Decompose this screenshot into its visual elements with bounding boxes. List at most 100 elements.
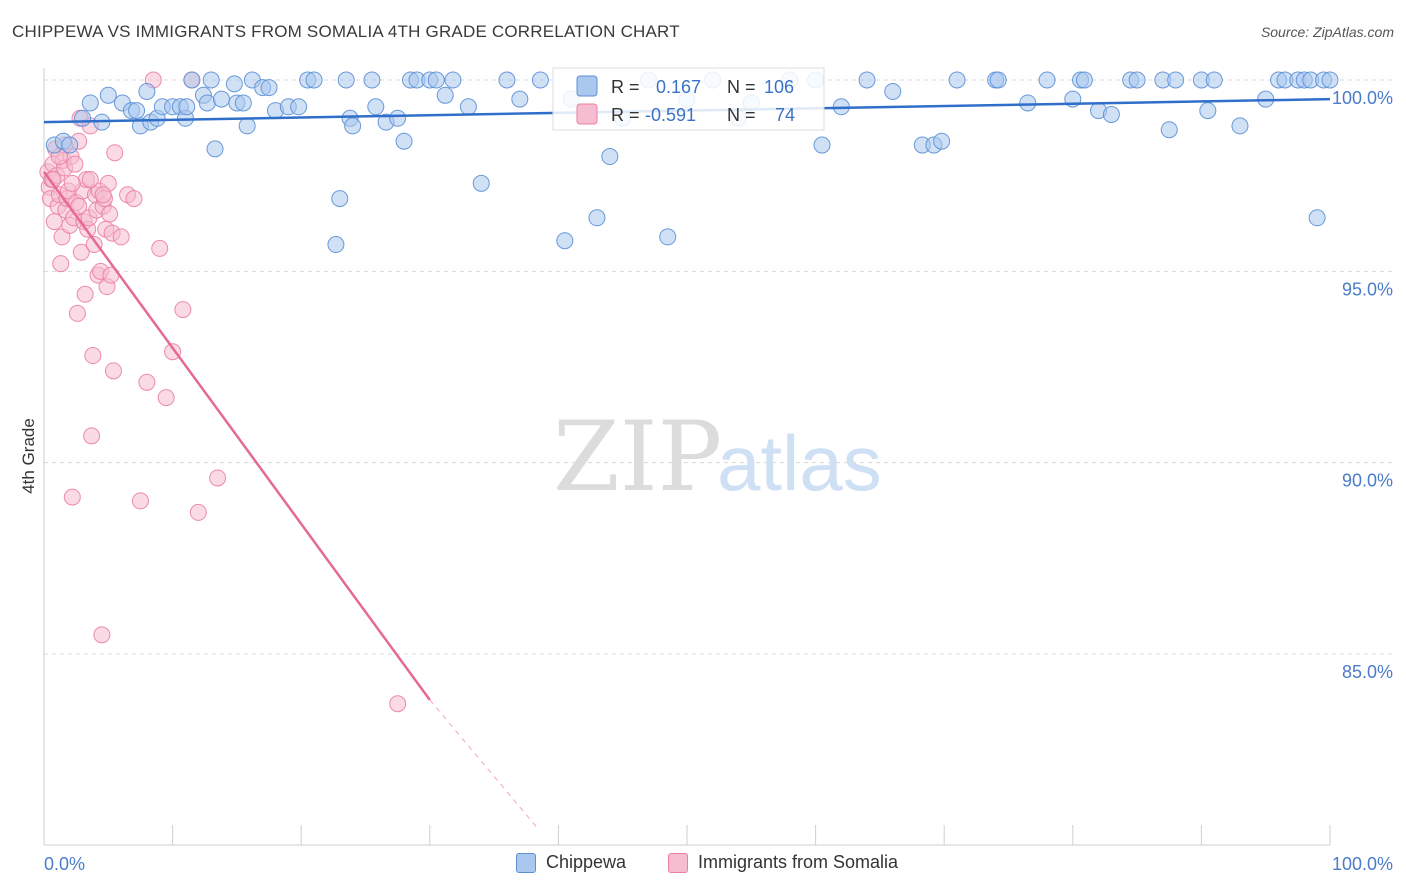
chippewa-points: [45, 71, 1339, 254]
chippewa-point: [459, 98, 477, 116]
legend-swatch-chippewa: [576, 75, 598, 97]
chippewa-point: [389, 109, 407, 127]
somalia-point: [164, 343, 182, 361]
chippewa-point: [436, 86, 454, 104]
somalia-point: [131, 492, 149, 510]
somalia-point: [84, 347, 102, 365]
legend-item-somalia[interactable]: Immigrants from Somalia: [668, 852, 898, 873]
chippewa-point: [588, 209, 606, 227]
somalia-point: [125, 190, 143, 208]
chippewa-point: [363, 71, 381, 89]
somalia-point: [68, 304, 86, 322]
somalia-point: [157, 389, 175, 407]
chippewa-point: [305, 71, 323, 89]
chippewa-point: [933, 132, 951, 150]
chippewa-point: [858, 71, 876, 89]
watermark-zip: ZIP: [553, 401, 722, 513]
source-credit: Source: ZipAtlas.com: [1260, 24, 1394, 40]
legend-label-somalia: Immigrants from Somalia: [698, 852, 899, 872]
chippewa-point: [331, 190, 349, 208]
somalia-point: [93, 626, 111, 644]
legend-r-label-2: R =: [611, 105, 640, 125]
somalia-point: [83, 427, 101, 445]
chippewa-point: [989, 71, 1007, 89]
chippewa-point: [212, 90, 230, 108]
chippewa-point: [61, 136, 79, 154]
chippewa-point: [813, 136, 831, 154]
chippewa-point: [444, 71, 462, 89]
legend-swatch-somalia-bottom: [668, 852, 688, 873]
chippewa-point: [1167, 71, 1185, 89]
chippewa-point: [206, 140, 224, 158]
chippewa-point: [531, 71, 549, 89]
somalia-point: [138, 373, 156, 391]
chippewa-point: [337, 71, 355, 89]
somalia-point: [189, 503, 207, 521]
somalia-point: [52, 255, 70, 273]
somalia-point: [389, 695, 407, 713]
somalia-point: [63, 488, 81, 506]
chippewa-point: [183, 71, 201, 89]
somalia-point: [81, 170, 99, 188]
y-axis-label: 4th Grade: [19, 418, 38, 494]
chippewa-point: [202, 71, 220, 89]
chippewa-point: [511, 90, 529, 108]
chippewa-point: [1102, 105, 1120, 123]
somalia-point: [112, 228, 130, 246]
legend-n-label-2: N =: [727, 105, 756, 125]
watermark-atlas: atlas: [717, 419, 882, 507]
chippewa-point: [1205, 71, 1223, 89]
chippewa-point: [74, 109, 92, 127]
somalia-point: [76, 285, 94, 303]
chippewa-point: [884, 82, 902, 100]
chippewa-point: [198, 94, 216, 112]
somalia-point: [66, 155, 84, 173]
chippewa-point: [556, 232, 574, 250]
chippewa-point: [1128, 71, 1146, 89]
legend-r-value-1: 0.167: [656, 77, 701, 97]
chippewa-point: [1231, 117, 1249, 135]
chippewa-point: [138, 82, 156, 100]
chippewa-point: [1019, 94, 1037, 112]
chippewa-point: [290, 98, 308, 116]
stats-legend-box: [552, 67, 825, 131]
gridlines: [44, 79, 1393, 655]
somalia-point: [85, 236, 103, 254]
legend-r-value-2: -0.591: [645, 105, 696, 125]
somalia-trend-line: [42, 171, 431, 701]
y-tick-label: 85.0%: [1342, 662, 1393, 682]
chippewa-point: [238, 117, 256, 135]
y-tick-label: 100.0%: [1332, 88, 1393, 108]
chippewa-point: [1075, 71, 1093, 89]
legend-n-value-1: 106: [764, 77, 794, 97]
x-ticks: [43, 825, 1331, 845]
y-tick-label: 90.0%: [1342, 471, 1393, 491]
somalia-point: [209, 469, 227, 487]
chippewa-point: [1160, 121, 1178, 139]
somalia-point: [44, 170, 62, 188]
legend-label-chippewa: Chippewa: [546, 852, 627, 872]
legend-item-chippewa[interactable]: Chippewa: [516, 852, 626, 873]
chippewa-point: [225, 75, 243, 93]
somalia-point: [151, 239, 169, 257]
chippewa-point: [427, 71, 445, 89]
somalia-point: [72, 243, 90, 261]
chippewa-point: [395, 132, 413, 150]
somalia-point: [101, 205, 119, 223]
y-tick-labels: 100.0% 95.0% 90.0% 85.0%: [1332, 88, 1393, 682]
chippewa-point: [234, 94, 252, 112]
chippewa-point: [1038, 71, 1056, 89]
somalia-trend-extension: [429, 699, 540, 831]
somalia-points: [39, 71, 407, 713]
chippewa-point: [99, 86, 117, 104]
somalia-point: [106, 144, 124, 162]
chippewa-point: [498, 71, 516, 89]
chippewa-point: [472, 174, 490, 192]
chippewa-point: [178, 98, 196, 116]
chippewa-point: [327, 236, 345, 254]
chippewa-point: [260, 79, 278, 97]
somalia-point: [63, 174, 81, 192]
chippewa-point: [601, 148, 619, 166]
chippewa-point: [81, 94, 99, 112]
